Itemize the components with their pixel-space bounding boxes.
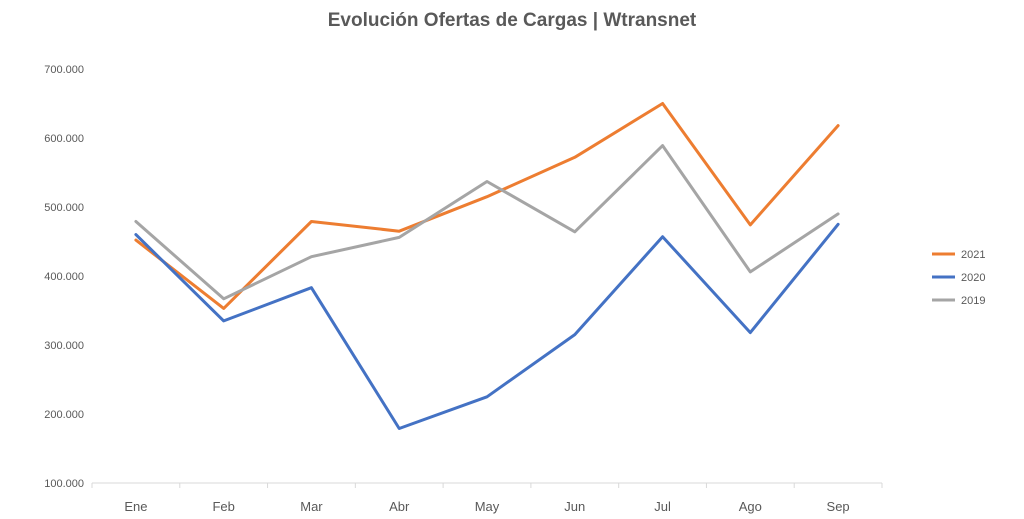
x-tick-label: Abr: [389, 499, 410, 514]
x-tick-label: Mar: [300, 499, 323, 514]
series-line-2020: [134, 222, 840, 430]
series-line-2019: [134, 144, 840, 301]
x-tick-label: Ago: [739, 499, 762, 514]
y-tick-label: 400.000: [44, 271, 84, 283]
series-line-2021: [134, 102, 840, 310]
y-tick-label: 500.000: [44, 202, 84, 214]
y-tick-label: 600.000: [44, 133, 84, 145]
x-tick-label: Ene: [124, 499, 147, 514]
y-tick-label: 300.000: [44, 340, 84, 352]
legend-label: 2019: [961, 295, 985, 307]
legend-label: 2020: [961, 272, 985, 284]
chart-title: Evolución Ofertas de Cargas | Wtransnet: [327, 10, 697, 31]
y-tick-label: 100.000: [44, 478, 84, 490]
x-tick-label: Jun: [564, 499, 585, 514]
legend-label: 2021: [961, 249, 985, 261]
x-tick-label: Sep: [827, 499, 850, 514]
y-tick-label: 700.000: [44, 64, 84, 76]
x-tick-label: Jul: [654, 499, 671, 514]
x-tick-label: May: [475, 499, 500, 514]
y-tick-label: 200.000: [44, 409, 84, 421]
x-tick-label: Feb: [212, 499, 234, 514]
